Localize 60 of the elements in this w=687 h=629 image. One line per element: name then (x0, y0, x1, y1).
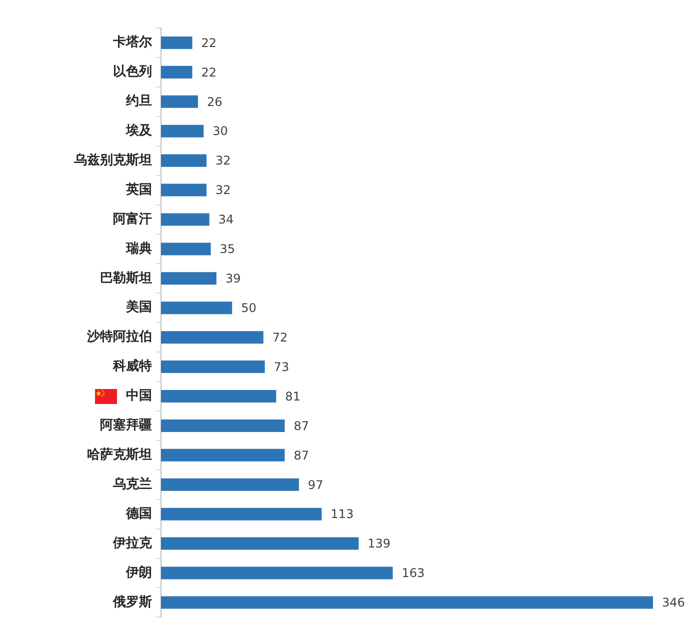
data-label: 22 (201, 65, 217, 80)
y-tick-label: 瑞典 (125, 241, 152, 256)
bar (161, 95, 198, 108)
y-tick-label: 德国 (125, 506, 152, 522)
data-label: 26 (206, 94, 222, 109)
bar (161, 596, 653, 609)
bar (161, 242, 211, 256)
data-label: 346 (662, 596, 685, 610)
y-tick-label: 约旦 (125, 94, 152, 110)
data-label: 22 (201, 36, 217, 50)
bar (161, 272, 216, 285)
data-label: 97 (308, 478, 324, 492)
y-tick-label: 卡塔尔 (112, 35, 153, 50)
bar (161, 537, 359, 550)
y-tick-label: 乌兹别克斯坦 (73, 152, 152, 168)
data-label: 73 (274, 360, 290, 374)
data-label: 50 (241, 300, 256, 315)
bar (161, 566, 393, 580)
data-label: 35 (220, 242, 236, 256)
data-label: 32 (216, 154, 231, 168)
y-tick-label: 巴勒斯坦 (100, 270, 152, 286)
y-tick-label: 伊拉克 (112, 536, 153, 551)
data-label: 39 (225, 272, 241, 286)
data-label: 34 (218, 212, 234, 227)
bar (161, 508, 322, 520)
bar (161, 478, 299, 491)
y-tick-label: 乌克兰 (112, 476, 152, 492)
bar (161, 154, 207, 167)
y-tick-label: 阿塞拜疆 (100, 417, 152, 434)
data-label: 139 (368, 536, 391, 551)
data-label: 87 (294, 448, 309, 462)
y-tick-label: 中国 (126, 388, 152, 404)
bar (161, 66, 192, 78)
bar (161, 360, 265, 374)
y-tick-label: 美国 (125, 299, 152, 316)
y-tick-label: 哈萨克斯坦 (87, 446, 152, 463)
bar (161, 213, 210, 226)
bar (161, 390, 276, 403)
y-tick-label: 伊朗 (125, 564, 152, 580)
data-label: 72 (272, 330, 288, 344)
data-label: 87 (294, 418, 309, 433)
data-label: 32 (216, 183, 231, 198)
data-label: 81 (285, 389, 300, 404)
y-tick-label: 阿富汗 (113, 210, 152, 227)
data-label: 163 (402, 566, 425, 580)
y-tick-label: 埃及 (125, 122, 153, 138)
bar (161, 184, 207, 196)
bar (161, 448, 285, 462)
y-tick-label: 以色列 (113, 64, 152, 80)
y-tick-label: 俄罗斯 (112, 594, 152, 610)
bar (161, 419, 285, 432)
data-label: 30 (212, 124, 228, 138)
y-tick-label: 沙特阿拉伯 (86, 330, 152, 345)
y-tick-label: 科威特 (112, 358, 152, 374)
bar (161, 331, 264, 344)
bar (161, 36, 192, 49)
bar (161, 302, 232, 314)
y-tick-label: 英国 (125, 182, 152, 198)
data-label: 113 (330, 507, 354, 522)
bar (161, 124, 204, 138)
